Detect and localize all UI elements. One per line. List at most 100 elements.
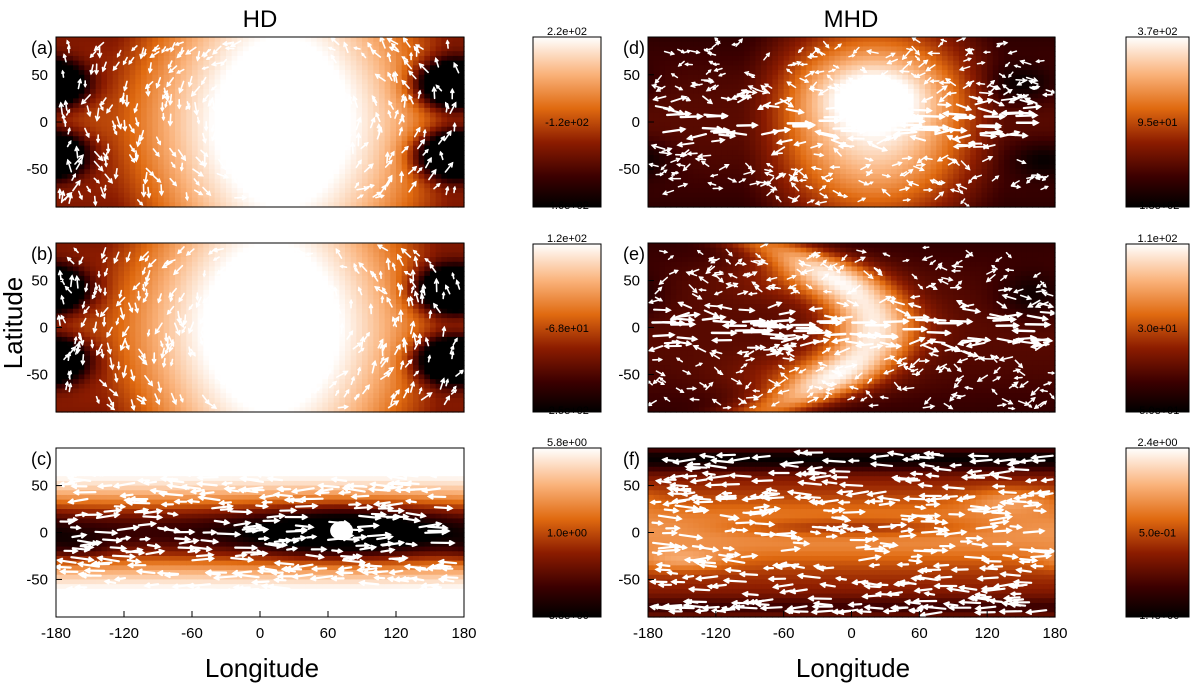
- heat-cell: [84, 332, 91, 338]
- heat-cell: [112, 280, 119, 286]
- heat-cell: [237, 369, 244, 376]
- heat-cell: [226, 266, 233, 272]
- heat-cell: [84, 173, 91, 180]
- heat-cell: [305, 84, 312, 90]
- heat-cell: [316, 159, 323, 166]
- heat-cell: [362, 51, 369, 57]
- heat-cell: [141, 46, 148, 52]
- heat-cell: [107, 55, 114, 62]
- heat-cell: [163, 37, 170, 43]
- heat-cell: [265, 369, 272, 376]
- heat-cell: [248, 74, 255, 81]
- heat-cell: [158, 271, 165, 277]
- heat-cell: [254, 178, 261, 184]
- heat-cell: [169, 388, 176, 394]
- heat-cell: [158, 88, 165, 95]
- wind-arrow-head: [172, 181, 178, 187]
- heat-cell: [95, 402, 102, 408]
- heat-cell: [367, 51, 374, 57]
- wind-arrow-head: [323, 66, 327, 72]
- heat-cell: [146, 393, 153, 399]
- heat-cell: [254, 103, 261, 109]
- heat-cell: [175, 247, 182, 253]
- heat-cell: [146, 374, 153, 380]
- heat-cell: [169, 261, 176, 268]
- heat-cell: [401, 164, 408, 170]
- heat-cell: [90, 192, 97, 199]
- heat-cell: [260, 188, 267, 194]
- heat-cell: [78, 88, 85, 95]
- heat-cell: [231, 37, 238, 43]
- heat-cell: [158, 369, 165, 376]
- heat-cell: [175, 280, 182, 286]
- heat-cell: [265, 37, 272, 43]
- heat-cell: [163, 202, 170, 208]
- heat-cell: [441, 103, 448, 109]
- heat-cell: [260, 88, 267, 95]
- heat-cell: [214, 51, 221, 57]
- heat-cell: [203, 266, 210, 272]
- heat-cell: [294, 289, 301, 296]
- heat-cell: [56, 37, 63, 43]
- heat-cell: [124, 397, 131, 404]
- heat-cell: [311, 84, 318, 90]
- heat-cell: [197, 93, 204, 99]
- heat-cell: [373, 126, 380, 133]
- heat-cell: [197, 350, 204, 357]
- heat-cell: [294, 145, 301, 151]
- heat-cell: [367, 136, 374, 142]
- heat-cell: [322, 88, 329, 95]
- heat-cell: [333, 79, 340, 85]
- heat-cell: [214, 159, 221, 166]
- heat-cell: [311, 355, 318, 361]
- heat-cell: [180, 197, 187, 203]
- heat-cell: [333, 183, 340, 189]
- heat-cell: [146, 257, 153, 263]
- heat-cell: [350, 117, 357, 123]
- heat-cell: [90, 46, 97, 52]
- heat-cell: [311, 93, 318, 99]
- heat-cell: [186, 202, 193, 208]
- heat-cell: [141, 150, 148, 156]
- heat-cell: [90, 145, 97, 151]
- heat-cell: [61, 257, 68, 263]
- heat-cell: [458, 103, 465, 109]
- heat-cell: [197, 369, 204, 376]
- heat-cell: [175, 55, 182, 62]
- heat-cell: [407, 202, 414, 208]
- heat-cell: [192, 407, 199, 413]
- heat-cell: [152, 145, 159, 151]
- heat-cell: [107, 299, 114, 305]
- heat-cell: [118, 188, 125, 194]
- heat-cell: [163, 131, 170, 137]
- heat-cell: [61, 393, 68, 399]
- heat-cell: [384, 84, 391, 90]
- heat-cell: [101, 243, 108, 249]
- heat-cell: [305, 51, 312, 57]
- heat-cell: [84, 46, 91, 52]
- heat-cell: [311, 103, 318, 109]
- heat-cell: [192, 202, 199, 208]
- heat-cell: [322, 131, 329, 137]
- heat-cell: [214, 173, 221, 180]
- heat-cell: [322, 41, 329, 48]
- heat-cell: [67, 65, 74, 71]
- heat-cell: [78, 308, 85, 315]
- heat-cell: [243, 178, 250, 184]
- heat-cell: [339, 178, 346, 184]
- heat-cell: [282, 112, 289, 118]
- heat-cell: [294, 159, 301, 166]
- heat-cell: [95, 117, 102, 123]
- heat-cell: [435, 197, 442, 203]
- wind-arrow-head: [62, 53, 67, 59]
- heat-cell: [265, 304, 272, 310]
- heat-cell: [294, 37, 301, 43]
- heat-cell: [447, 60, 454, 66]
- wind-arrow-head: [198, 191, 204, 196]
- wind-arrow-head: [318, 67, 324, 74]
- wind-arrow-head: [63, 99, 69, 106]
- heat-cell: [282, 46, 289, 52]
- heat-cell: [56, 70, 63, 76]
- heat-cell: [101, 336, 108, 343]
- heat-cell: [129, 93, 136, 99]
